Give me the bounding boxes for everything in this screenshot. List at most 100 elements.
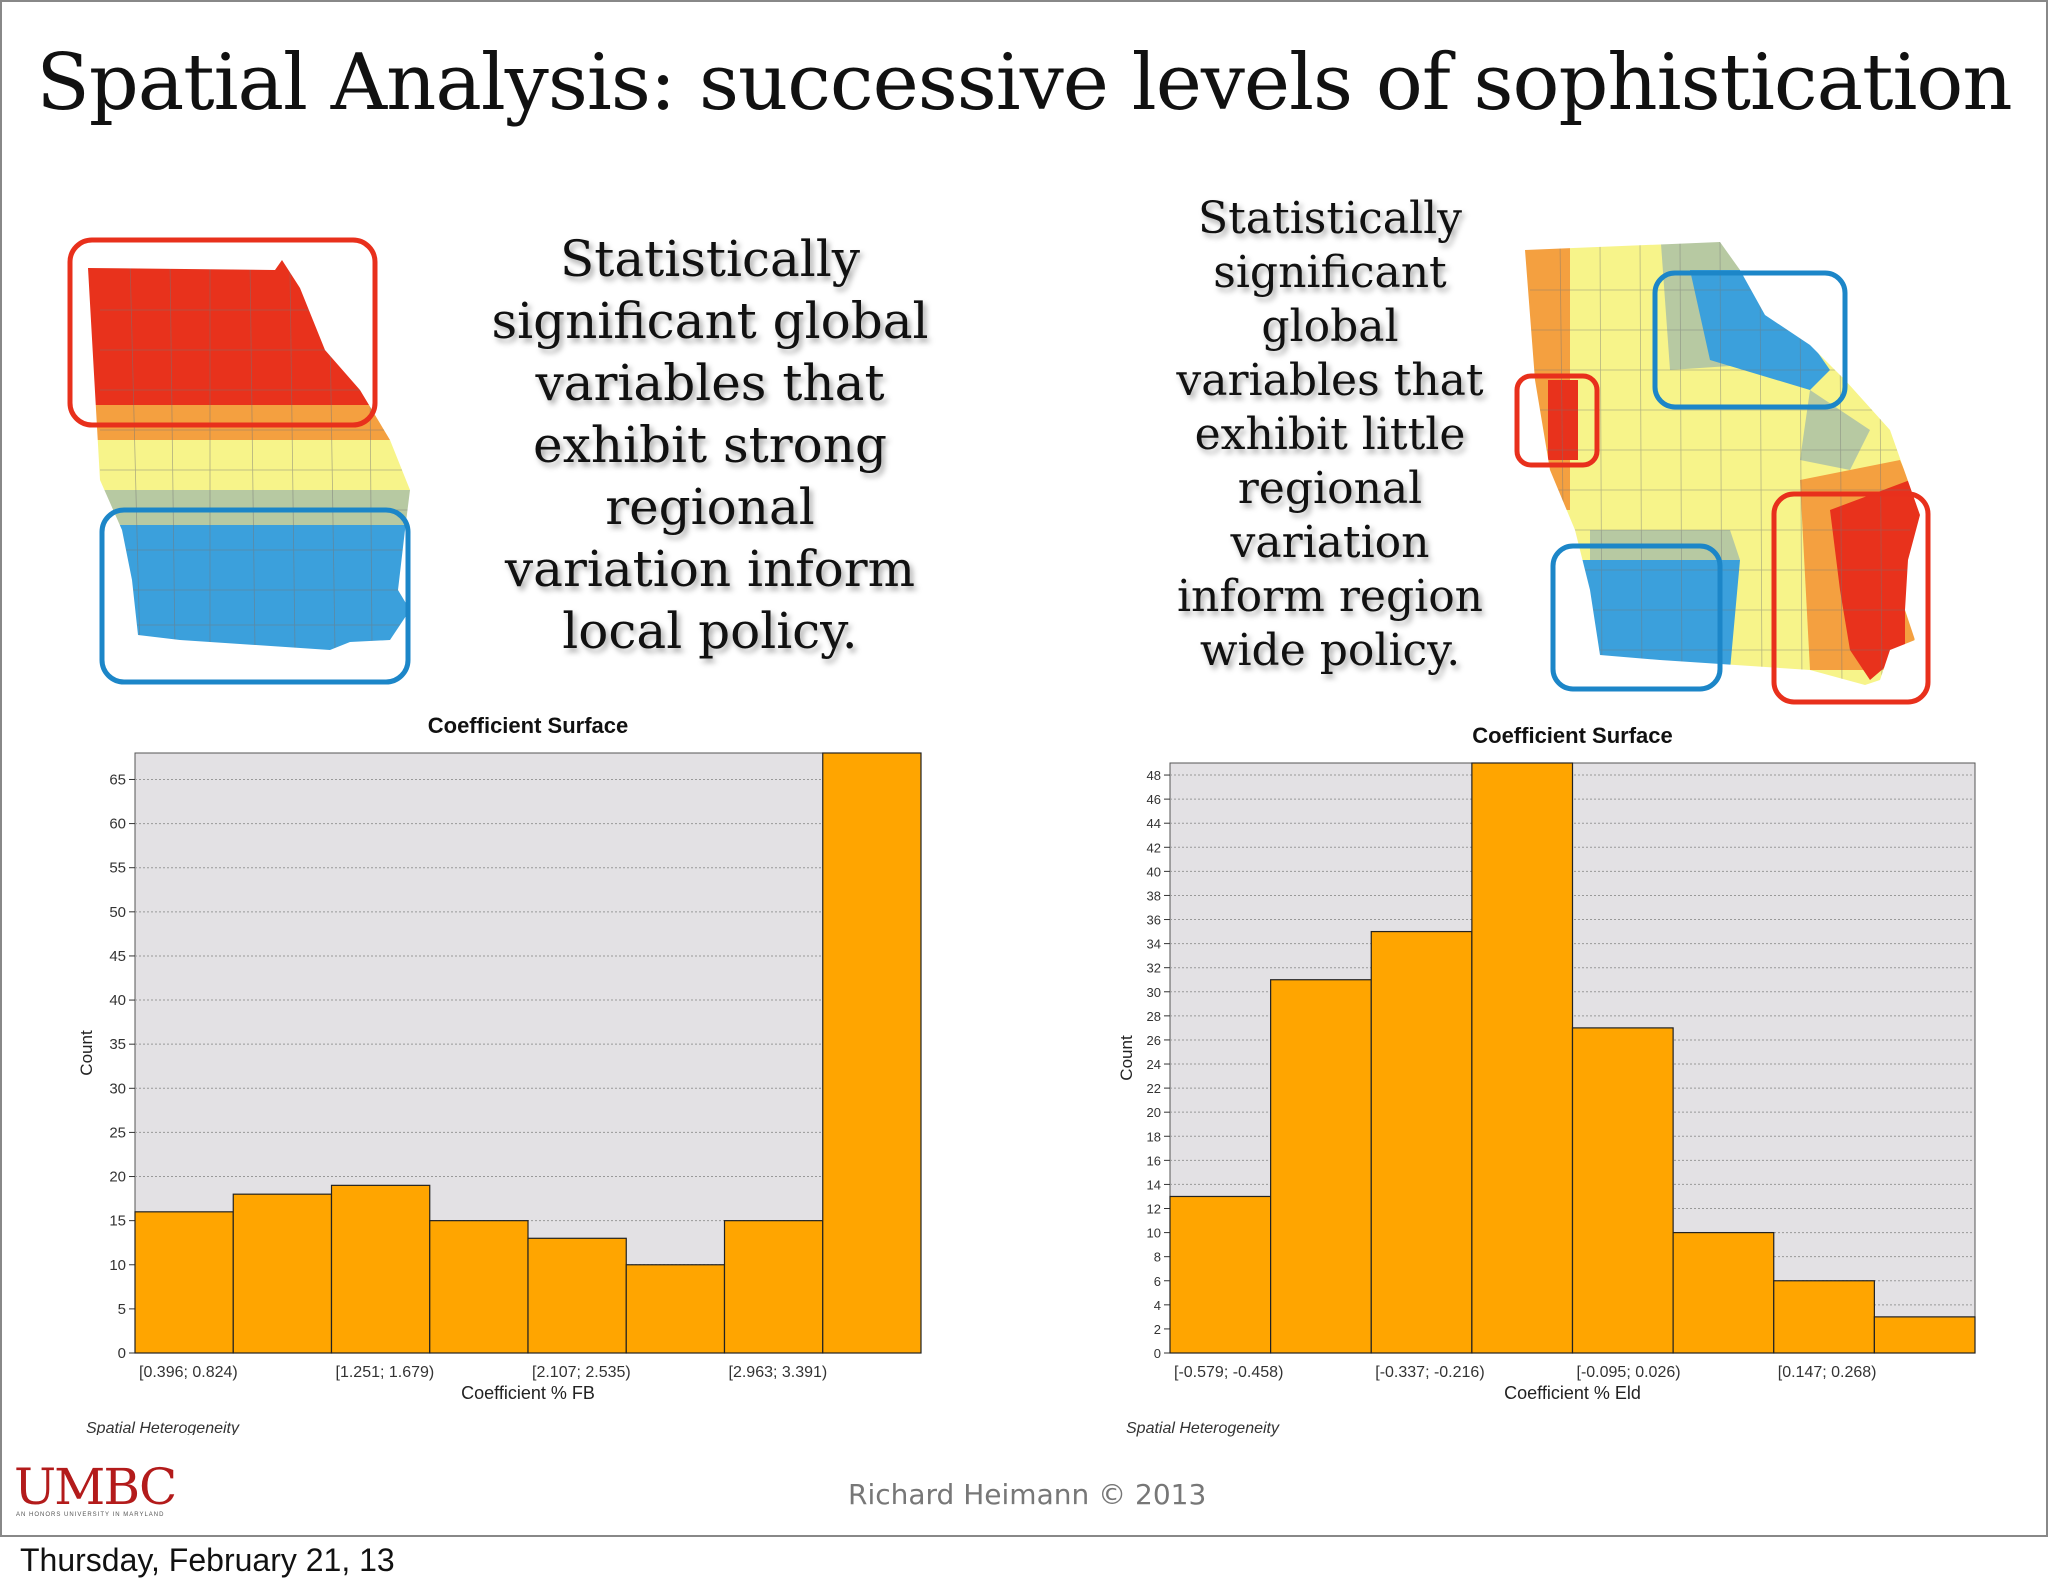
y-tick-label: 36 bbox=[1147, 913, 1161, 928]
y-tick-label: 32 bbox=[1147, 961, 1161, 976]
bar bbox=[429, 1220, 529, 1354]
chart-footnote: Spatial Heterogeneity bbox=[86, 1420, 240, 1435]
y-tick-label: 40 bbox=[109, 992, 126, 1009]
map-region-southwest-blue bbox=[1570, 560, 1740, 670]
claim-line: significant bbox=[1213, 247, 1447, 298]
y-axis-label: Count bbox=[1117, 1035, 1136, 1081]
claim-line: variation bbox=[1230, 517, 1430, 568]
slide-date: Thursday, February 21, 13 bbox=[20, 1542, 395, 1578]
claim-line: variables that bbox=[535, 354, 885, 412]
highlight-box-blue-sw bbox=[1550, 543, 1723, 692]
author-credit: Richard Heimann © 2013 bbox=[848, 1478, 1207, 1511]
chart-footnote: Spatial Heterogeneity bbox=[1126, 1420, 1280, 1437]
x-tick-label: [-0.579; -0.458) bbox=[1174, 1364, 1283, 1381]
highlight-box-blue-ne bbox=[1652, 270, 1848, 410]
chart-title: Coefficient Surface bbox=[428, 713, 629, 738]
bar bbox=[1169, 1195, 1272, 1354]
claim-line: global bbox=[1261, 301, 1399, 352]
umbc-logo: UMBC bbox=[14, 1458, 177, 1516]
y-tick-label: 40 bbox=[1147, 864, 1161, 879]
y-tick-label: 45 bbox=[109, 948, 126, 965]
y-tick-label: 26 bbox=[1147, 1033, 1161, 1048]
chart-title: Coefficient Surface bbox=[1472, 723, 1673, 748]
y-tick-label: 20 bbox=[1147, 1105, 1161, 1120]
claim-line: exhibit little bbox=[1194, 409, 1466, 460]
y-tick-label: 35 bbox=[109, 1036, 126, 1053]
bar bbox=[625, 1264, 726, 1354]
claim-right: Statistically significant global variabl… bbox=[1150, 192, 1510, 678]
y-tick-label: 42 bbox=[1147, 840, 1161, 855]
histogram-right: Coefficient Surface024681012141618202224… bbox=[1117, 723, 1976, 1437]
y-tick-label: 28 bbox=[1147, 1009, 1161, 1024]
y-tick-label: 2 bbox=[1154, 1322, 1161, 1337]
y-tick-label: 46 bbox=[1147, 792, 1161, 807]
claim-line: local policy. bbox=[562, 602, 858, 660]
map-region-yellow bbox=[88, 440, 410, 490]
y-tick-label: 34 bbox=[1147, 937, 1161, 952]
y-tick-label: 22 bbox=[1147, 1081, 1161, 1096]
y-tick-label: 10 bbox=[1147, 1226, 1161, 1241]
bar bbox=[1270, 979, 1372, 1354]
x-tick-label: [-0.337; -0.216) bbox=[1375, 1364, 1484, 1381]
y-tick-label: 16 bbox=[1147, 1153, 1161, 1168]
y-tick-label: 30 bbox=[1147, 985, 1161, 1000]
y-tick-label: 60 bbox=[109, 816, 126, 833]
bar bbox=[232, 1193, 333, 1354]
slide-title: Spatial Analysis: successive levels of s… bbox=[36, 38, 2012, 128]
bar bbox=[723, 1220, 824, 1354]
claim-line: regional bbox=[1237, 463, 1423, 514]
y-tick-label: 8 bbox=[1154, 1250, 1161, 1265]
y-tick-label: 0 bbox=[1154, 1346, 1161, 1361]
umbc-logo-tagline: AN HONORS UNIVERSITY IN MARYLAND bbox=[16, 1512, 165, 1518]
bar bbox=[1773, 1280, 1875, 1354]
bar bbox=[1370, 930, 1473, 1354]
bar bbox=[134, 1211, 234, 1354]
bar bbox=[527, 1237, 627, 1354]
highlight-box-red-w bbox=[1514, 373, 1600, 468]
y-tick-label: 25 bbox=[109, 1124, 126, 1141]
y-tick-label: 6 bbox=[1154, 1274, 1161, 1289]
claim-line: regional bbox=[605, 478, 815, 536]
x-tick-label: [1.251; 1.679) bbox=[336, 1364, 435, 1381]
claim-line: wide policy. bbox=[1199, 625, 1461, 676]
y-tick-label: 65 bbox=[109, 771, 126, 788]
y-tick-label: 12 bbox=[1147, 1202, 1161, 1217]
y-tick-label: 15 bbox=[109, 1213, 126, 1230]
y-axis-label: Count bbox=[77, 1030, 96, 1076]
bar bbox=[822, 752, 922, 1354]
y-tick-label: 10 bbox=[109, 1257, 126, 1274]
x-tick-label: [-0.095; 0.026) bbox=[1577, 1364, 1681, 1381]
claim-line: significant global bbox=[491, 292, 929, 350]
claim-line: Statistically bbox=[1197, 193, 1463, 244]
y-tick-label: 44 bbox=[1147, 816, 1161, 831]
highlight-box-red bbox=[67, 237, 378, 428]
claim-line: inform region bbox=[1176, 571, 1484, 622]
x-tick-label: [2.107; 2.535) bbox=[532, 1364, 631, 1381]
georgia-map-left bbox=[67, 237, 411, 685]
x-tick-label: [2.963; 3.391) bbox=[729, 1364, 828, 1381]
bar bbox=[1672, 1231, 1775, 1354]
bar bbox=[1471, 762, 1574, 1354]
y-tick-label: 18 bbox=[1147, 1129, 1161, 1144]
y-tick-label: 38 bbox=[1147, 888, 1161, 903]
highlight-box-blue bbox=[99, 507, 411, 685]
claim-line: exhibit strong bbox=[533, 416, 887, 474]
claim-line: variation inform bbox=[504, 540, 916, 598]
bar bbox=[1571, 1027, 1674, 1354]
y-tick-label: 5 bbox=[118, 1301, 126, 1318]
histogram-left: Coefficient Surface 0 5 10 15 20 25 30 35 40 45 50 5… bbox=[77, 713, 922, 1435]
map-region-north bbox=[88, 260, 410, 405]
map-region-west-red bbox=[1548, 380, 1578, 460]
y-tick-label: 14 bbox=[1147, 1177, 1161, 1192]
claim-line: Statistically bbox=[559, 230, 861, 288]
y-tick-label: 24 bbox=[1147, 1057, 1161, 1072]
x-tick-label: [0.396; 0.824) bbox=[139, 1364, 238, 1381]
y-tick-label: 20 bbox=[109, 1169, 126, 1186]
y-tick-label: 55 bbox=[109, 860, 126, 877]
highlight-box-red-se bbox=[1771, 491, 1931, 705]
y-tick-label: 0 bbox=[118, 1345, 126, 1362]
bar bbox=[330, 1184, 431, 1354]
claim-line: variables that bbox=[1176, 355, 1484, 406]
claim-left: Statistically significant global variabl… bbox=[470, 228, 950, 662]
x-axis-label: Coefficient % Eld bbox=[1504, 1383, 1641, 1403]
